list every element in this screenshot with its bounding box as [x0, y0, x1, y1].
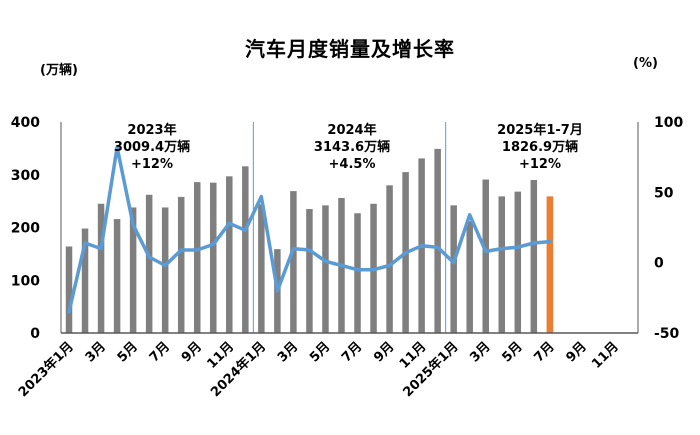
x-axis-label: 7月	[531, 339, 557, 365]
sales-bar	[210, 182, 217, 333]
sales-bar	[97, 203, 105, 333]
sales-bar	[177, 196, 185, 333]
left-axis-tick: 100	[11, 273, 40, 289]
x-axis-label: 9月	[179, 339, 205, 365]
x-axis-label: 5月	[307, 339, 333, 365]
sales-bar	[450, 205, 457, 333]
year-summary-annotation: +12%	[519, 157, 561, 172]
sales-bar	[546, 196, 554, 333]
sales-bar	[354, 213, 361, 333]
left-axis-tick: 400	[11, 115, 40, 131]
x-axis-label: 2023年1月	[15, 339, 77, 401]
right-axis-tick: 100	[654, 115, 683, 131]
right-axis-tick: -50	[654, 326, 680, 342]
year-summary-annotation: 2024年	[327, 122, 376, 138]
sales-bar	[129, 207, 137, 333]
year-summary-annotation: 3009.4万辆	[114, 139, 190, 155]
year-summary-annotation: 1826.9万辆	[502, 139, 578, 155]
x-axis-label: 7月	[339, 339, 365, 365]
right-axis-tick: 50	[654, 185, 674, 201]
sales-bar	[434, 148, 441, 333]
year-summary-annotation: 2023年	[127, 122, 176, 138]
left-axis-tick: 200	[11, 221, 40, 237]
x-axis-label: 7月	[147, 339, 173, 365]
right-axis-unit: (%)	[633, 56, 658, 71]
x-axis-label: 9月	[564, 339, 590, 365]
sales-bar	[466, 221, 473, 333]
x-axis-label: 5月	[115, 339, 141, 365]
sales-bar	[226, 176, 233, 333]
sales-bar	[482, 179, 489, 333]
year-summary-annotation: +12%	[131, 157, 173, 172]
sales-bar	[322, 205, 329, 333]
growth-rate-line	[67, 145, 552, 314]
x-axis-label: 3月	[467, 339, 493, 365]
sales-bar	[386, 185, 393, 333]
x-axis-label: 3月	[275, 339, 301, 365]
sales-bar	[145, 194, 153, 333]
x-axis-label: 5月	[499, 339, 525, 365]
sales-bar	[81, 228, 89, 333]
chart-title: 汽车月度销量及增长率	[245, 37, 455, 61]
sales-bar	[193, 182, 201, 333]
x-axis-label: 9月	[371, 339, 397, 365]
left-axis-tick: 0	[30, 326, 40, 342]
sales-bar	[290, 191, 297, 333]
sales-bar	[306, 209, 313, 333]
sales-bar	[161, 207, 169, 333]
left-axis-unit: (万辆)	[40, 63, 78, 78]
x-axis-label: 3月	[83, 339, 109, 365]
year-summary-annotation: 2025年1-7月	[497, 122, 583, 138]
sales-bar	[65, 246, 73, 333]
left-axis-tick: 300	[11, 168, 40, 184]
sales-bar	[530, 180, 538, 333]
right-axis-tick: 0	[654, 256, 664, 272]
sales-bar	[113, 219, 121, 333]
sales-bar	[514, 191, 522, 333]
x-axis-label: 11月	[589, 339, 622, 372]
year-summary-annotation: +4.5%	[329, 157, 376, 172]
sales-bar	[258, 204, 265, 333]
year-summary-annotation: 3143.6万辆	[314, 139, 390, 155]
sales-bar	[498, 196, 506, 333]
sales-bar	[242, 166, 249, 333]
